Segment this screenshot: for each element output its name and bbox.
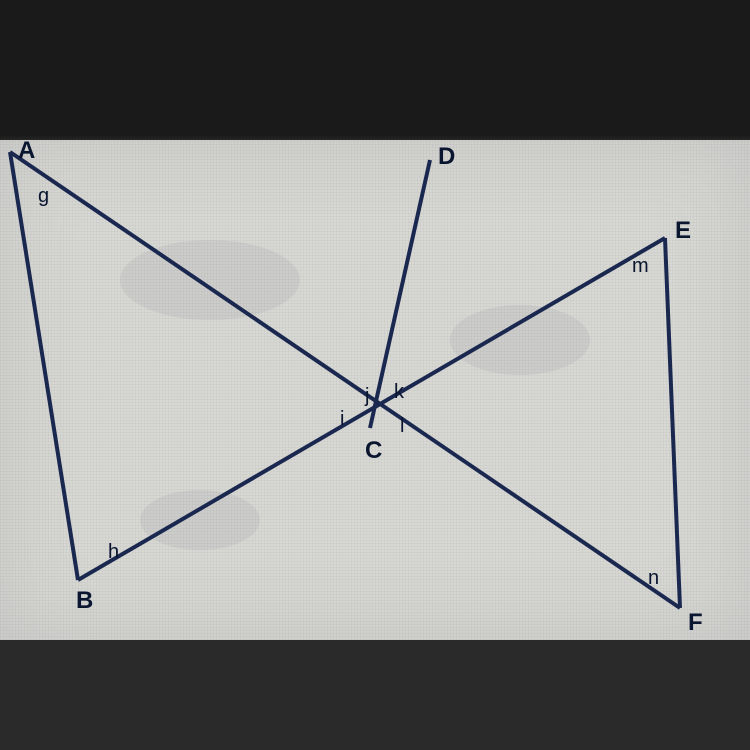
angle-label-n: n bbox=[648, 567, 659, 589]
point-label-B: B bbox=[76, 587, 93, 614]
edge-E-F bbox=[665, 238, 680, 608]
point-labels: A B C D E F bbox=[18, 140, 703, 636]
point-label-E: E bbox=[675, 217, 691, 244]
point-label-A: A bbox=[18, 140, 35, 164]
edge-A-B bbox=[10, 152, 78, 580]
photo-frame: A B C D E F g h ij kl m n bbox=[0, 0, 750, 750]
paper-smudge bbox=[140, 490, 260, 550]
paper-smudge bbox=[450, 305, 590, 375]
angle-label-i: i bbox=[340, 408, 344, 430]
diagram-paper: A B C D E F g h ij kl m n bbox=[0, 140, 750, 640]
geometry-diagram: A B C D E F g h ij kl m n bbox=[0, 140, 750, 640]
angle-label-m: m bbox=[632, 255, 649, 277]
point-label-F: F bbox=[688, 609, 703, 636]
angle-label-j: j bbox=[364, 385, 369, 407]
point-label-D: D bbox=[438, 143, 455, 170]
angle-label-h: h bbox=[108, 541, 119, 563]
point-label-C: C bbox=[365, 437, 382, 464]
angle-label-l: l bbox=[400, 415, 404, 437]
edge-A-F bbox=[10, 152, 680, 608]
angle-label-g: g bbox=[38, 185, 49, 207]
angle-label-k: k bbox=[394, 381, 405, 403]
edges bbox=[10, 152, 680, 608]
paper-smudge bbox=[120, 240, 300, 320]
